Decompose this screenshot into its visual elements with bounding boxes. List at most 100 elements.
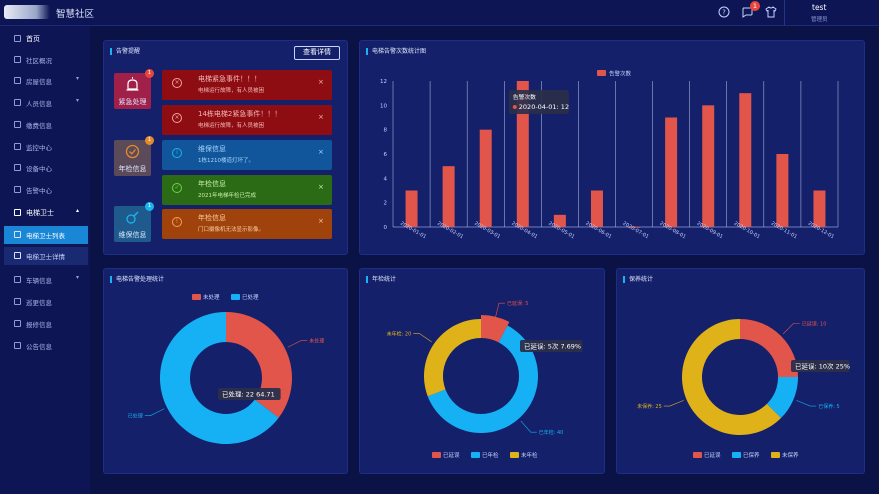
sidebar-item-overview[interactable]: 社区概况 [0, 50, 90, 70]
tooltip-value: 已延误: 10次 25% [795, 362, 850, 371]
category-emergency[interactable]: 紧急处理 1 [114, 69, 154, 109]
sidebar-item-patrol[interactable]: 巡更信息 [0, 292, 90, 312]
tooltip-value: 2020-04-01: 12 [519, 103, 569, 111]
donut-slice [226, 312, 292, 418]
legend-swatch [231, 294, 240, 300]
legend-swatch [432, 452, 441, 458]
overview-icon [14, 56, 21, 63]
alert-item[interactable]: ! 年检信息 门口摄像机无法显示影像。 × [162, 209, 332, 239]
close-icon[interactable]: × [318, 183, 324, 191]
panel-title: 年检统计 [366, 276, 396, 283]
sidebar-subitem-elevator-list[interactable]: 电梯卫士列表 [4, 226, 88, 244]
user-box[interactable] [784, 0, 879, 26]
wrench-icon [14, 320, 21, 327]
category-annual-check[interactable]: 年检信息 1 [114, 136, 154, 176]
sidebar-item-monitor[interactable]: 监控中心 [0, 137, 90, 157]
sidebar-item-alarm[interactable]: 告警中心 [0, 180, 90, 200]
legend-label: 已处理 [242, 293, 259, 301]
label-line [663, 400, 684, 407]
alert-item[interactable]: × 电梯紧急事件！！！ 电梯运行故障，有人员被困 × [162, 70, 332, 100]
sidebar-item-label: 电梯卫士 [26, 209, 54, 217]
close-icon[interactable]: × [318, 78, 324, 86]
house-icon [14, 77, 21, 84]
slice-label: 已延误: 5 [507, 300, 528, 307]
panel-title: 告警提醒 [110, 48, 140, 55]
panel-title: 电梯告警处理统计 [110, 276, 164, 283]
sidebar-item-people[interactable]: 人员信息 ▾ [0, 93, 90, 113]
chevron-up-icon: ▴ [76, 207, 80, 214]
label-line [144, 408, 165, 416]
alert-title: 年检信息 [198, 180, 226, 188]
bar [516, 81, 529, 227]
sidebar-item-device[interactable]: 设备中心 [0, 158, 90, 178]
close-icon[interactable]: × [318, 113, 324, 121]
close-icon[interactable]: × [318, 148, 324, 156]
error-icon: × [172, 78, 182, 88]
sidebar-item-label: 巡更信息 [26, 299, 52, 307]
bar [739, 93, 752, 227]
sidebar-item-house[interactable]: 房屋信息 ▾ [0, 71, 90, 91]
alert-title: 年检信息 [198, 214, 226, 222]
bar [405, 190, 418, 227]
y-tick-label: 8 [384, 128, 388, 134]
category-label: 紧急处理 [118, 98, 147, 106]
top-bar [0, 0, 879, 26]
chevron-down-icon: ▾ [76, 274, 80, 281]
success-icon: ✓ [172, 183, 182, 193]
sidebar-item-elevator[interactable]: 电梯卫士 ▴ [0, 203, 90, 223]
close-icon[interactable]: × [318, 217, 324, 225]
alert-title: 电梯紧急事件！！！ [198, 75, 261, 83]
legend-swatch [471, 452, 480, 458]
category-label: 维保信息 [118, 231, 147, 239]
legend-label: 未保养 [782, 451, 799, 459]
pie-panel-handling: 电梯告警处理统计 未处理 已处理 未处理 已处理 已处理: 22 64.71 [103, 268, 348, 474]
alert-item[interactable]: i 维保信息 1栋1210楼道灯坏了。 × [162, 140, 332, 170]
sidebar-item-vehicle[interactable]: 车辆信息 ▾ [0, 270, 90, 290]
legend-label: 已延误 [704, 451, 721, 459]
pie-panel-maintenance: 保养统计 已延误: 10 已保养: 5 未保养: 25 已延误 已保养 未保养 已延误: 1… [616, 268, 865, 474]
payment-icon [14, 121, 21, 128]
slice-label: 已年检: 40 [539, 429, 564, 436]
bar-chart-panel: 电梯告警次数统计图 告警次数 0 2 4 6 8 10 12 2020-01-01 2020-02… [359, 40, 865, 255]
sidebar-item-home[interactable]: 首页 [0, 29, 90, 49]
label-line [520, 420, 537, 433]
alarm-icon [14, 186, 21, 193]
user-name: test [812, 3, 827, 12]
tooltip-value: 已处理: 22 64.71 [222, 390, 275, 399]
alert-item[interactable]: ✓ 年检信息 2021年电梯年检已完成 × [162, 175, 332, 205]
tooltip-box [218, 388, 281, 400]
app-title: 智慧社区 [56, 9, 95, 20]
bar [553, 214, 566, 227]
detail-icon [14, 252, 21, 259]
people-icon [14, 99, 21, 106]
bar [442, 166, 455, 227]
tooltip-value: 已延误: 5次 7.69% [524, 342, 581, 351]
bar [813, 190, 826, 227]
label-line [782, 322, 800, 335]
legend-swatch [693, 452, 702, 458]
sidebar-item-label: 设备中心 [26, 165, 52, 173]
legend-swatch [192, 294, 201, 300]
device-icon [14, 164, 21, 171]
alert-subtitle: 电梯运行故障，有人员被困 [198, 88, 265, 94]
alert-subtitle: 门口摄像机无法显示影像。 [198, 227, 265, 233]
donut-slice [740, 319, 798, 377]
legend-label: 已延误 [443, 451, 460, 459]
slice-label: 未保养: 25 [637, 403, 662, 410]
view-details-button[interactable]: 查看详情 [294, 46, 340, 60]
pie-panel-annual: 年检统计 已延误: 5 已年检: 40 未年检: 20 已延误 已年检 未年检 已延误: 5… [359, 268, 605, 474]
error-icon: × [172, 113, 182, 123]
sidebar-item-repair[interactable]: 报修信息 [0, 314, 90, 334]
sidebar-item-notice[interactable]: 公告信息 [0, 336, 90, 356]
y-tick-label: 4 [384, 176, 388, 182]
sidebar-subitem-elevator-detail[interactable]: 电梯卫士详情 [4, 247, 88, 265]
legend-label: 已年检 [482, 451, 499, 459]
help-icon[interactable]: ? [718, 6, 730, 18]
donut-slice [481, 315, 510, 343]
shirt-icon[interactable] [765, 6, 777, 18]
alert-item[interactable]: × 14栋电梯2紧急事件！！！ 电梯运行故障，有人员被困 × [162, 105, 332, 135]
category-maintenance[interactable]: 维保信息 1 [114, 202, 154, 242]
vehicle-icon [14, 276, 21, 283]
sidebar-item-payment[interactable]: 缴费信息 [0, 115, 90, 135]
legend-swatch [771, 452, 780, 458]
